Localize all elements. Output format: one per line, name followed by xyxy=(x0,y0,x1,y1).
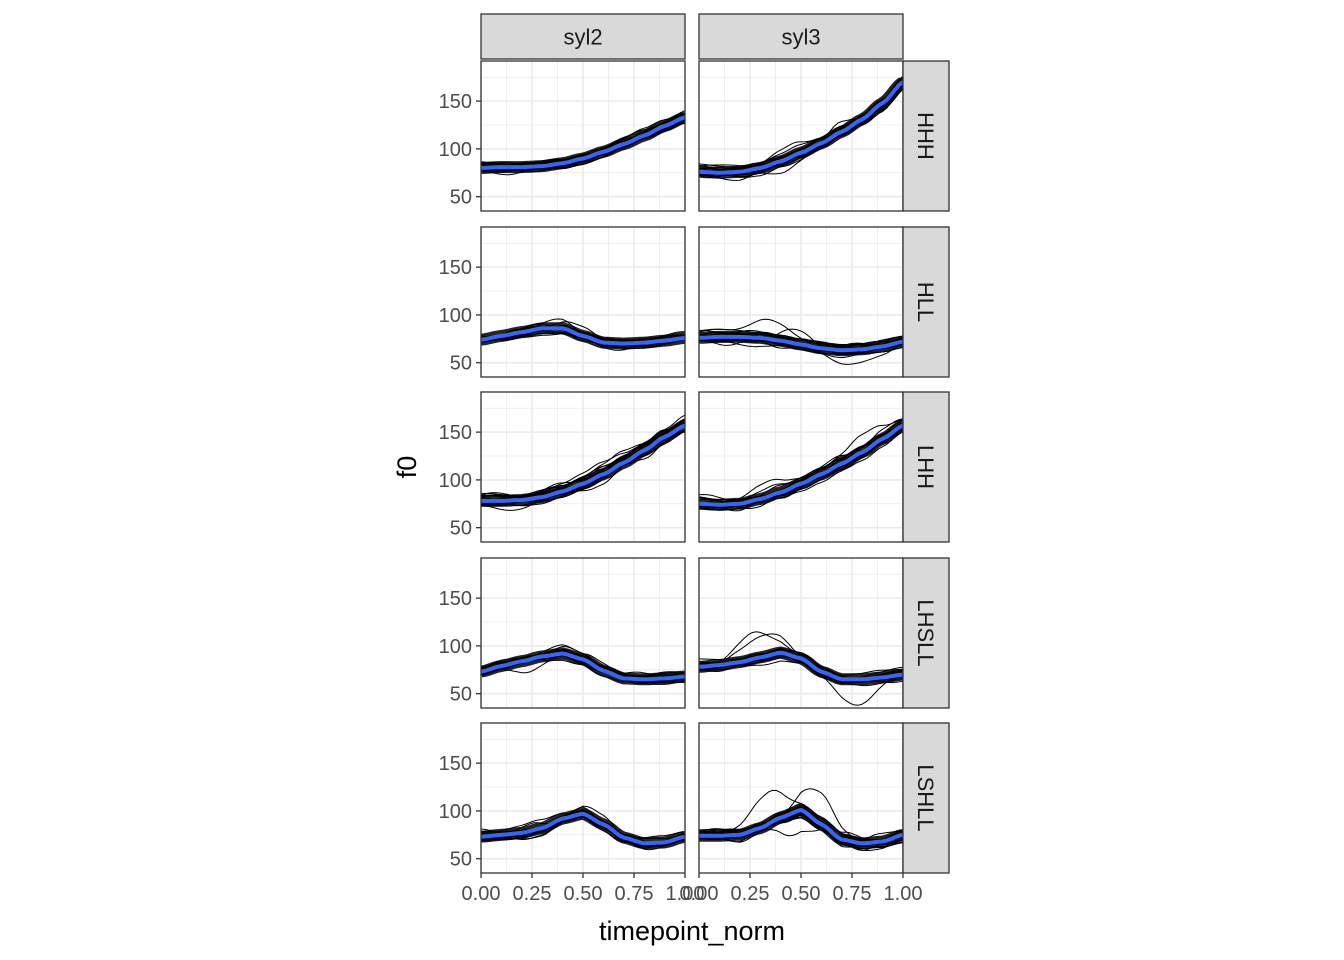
panel-syl3-LHSLL xyxy=(698,557,904,709)
y-tick-label: 100 xyxy=(439,636,472,658)
x-tick-label: 0.25 xyxy=(731,883,770,905)
smooth-line xyxy=(699,80,903,175)
x-tick-label: 0.00 xyxy=(462,883,501,905)
x-tick-label: 0.75 xyxy=(833,883,872,905)
y-tick-label: 150 xyxy=(439,91,472,113)
smooth-line xyxy=(699,334,903,353)
axes-layer: 50 100 150 50 100 150 50 100 150 50 100 150 50 100 150… xyxy=(439,91,923,905)
panel-border xyxy=(480,391,686,543)
smooth-line xyxy=(699,423,903,507)
y-tick-label: 50 xyxy=(450,684,472,706)
smooth-line xyxy=(481,423,685,503)
x-tick-label: 0.25 xyxy=(513,883,552,905)
x-tick-label: 0.50 xyxy=(564,883,603,905)
y-tick-label: 150 xyxy=(439,257,472,279)
panel-syl3-HLL xyxy=(698,226,904,378)
y-axis-title: f0 xyxy=(392,456,422,479)
smooth-line xyxy=(481,811,685,846)
raw-trajectories xyxy=(699,418,903,512)
strip-label: HLL xyxy=(913,282,938,322)
raw-trajectories xyxy=(699,788,903,852)
strip-row-LHSLL: LHSLL xyxy=(902,557,950,709)
strip-background xyxy=(480,13,686,60)
y-tick-label: 50 xyxy=(450,518,472,540)
panel-syl3-LHH xyxy=(698,391,904,543)
strip-background xyxy=(902,60,950,212)
strip-background xyxy=(902,722,950,874)
strip-label: LHSLL xyxy=(913,599,938,666)
strip-label: syl3 xyxy=(781,25,820,50)
panel-syl3-HHH xyxy=(698,60,904,212)
y-tick-label: 100 xyxy=(439,139,472,161)
y-tick-label: 150 xyxy=(439,588,472,610)
strip-col-syl3: syl3 xyxy=(698,13,904,60)
y-tick-label: 50 xyxy=(450,353,472,375)
smooth-line xyxy=(481,115,685,170)
strip-row-HLL: HLL xyxy=(902,226,950,378)
strip-row-LHH: LHH xyxy=(902,391,950,543)
x-tick-label: 0.50 xyxy=(782,883,821,905)
raw-trajectories xyxy=(481,805,685,851)
strip-label: LHH xyxy=(913,445,938,489)
strip-col-syl2: syl2 xyxy=(480,13,686,60)
strip-background xyxy=(902,391,950,543)
panels-layer xyxy=(480,60,904,874)
strip-label: HHH xyxy=(913,112,938,160)
x-tick-label: 1.00 xyxy=(884,883,923,905)
x-tick-label: 0.00 xyxy=(680,883,719,905)
trajectory-line xyxy=(699,817,903,852)
y-tick-label: 50 xyxy=(450,187,472,209)
x-tick-label: 0.75 xyxy=(615,883,654,905)
smooth-line xyxy=(699,807,903,846)
panel-syl2-HHH xyxy=(480,60,686,212)
raw-trajectories xyxy=(481,318,685,351)
raw-trajectories xyxy=(481,110,685,176)
raw-trajectories xyxy=(699,75,903,181)
y-tick-label: 100 xyxy=(439,305,472,327)
panel-syl2-HLL xyxy=(480,226,686,378)
raw-trajectories xyxy=(699,318,903,365)
strip-label: LSHLL xyxy=(913,764,938,831)
y-tick-label: 50 xyxy=(450,849,472,871)
panel-border xyxy=(480,557,686,709)
y-tick-label: 150 xyxy=(439,422,472,444)
strip-background xyxy=(902,557,950,709)
raw-trajectories xyxy=(481,644,685,686)
y-tick-label: 100 xyxy=(439,470,472,492)
y-tick-label: 150 xyxy=(439,753,472,775)
x-axis-title: timepoint_norm xyxy=(599,916,785,946)
panel-border xyxy=(480,60,686,212)
strip-row-HHH: HHH xyxy=(902,60,950,212)
strips-layer: syl2 syl3 HHH HLL LHH LHSLL LSHLL xyxy=(480,13,950,874)
strip-background xyxy=(902,226,950,378)
smooth-line xyxy=(481,651,685,682)
panel-syl3-LSHLL xyxy=(698,722,904,874)
smooth-line xyxy=(481,326,685,346)
strip-row-LSHLL: LSHLL xyxy=(902,722,950,874)
smooth-line xyxy=(699,650,903,682)
y-tick-label: 100 xyxy=(439,801,472,823)
strip-background xyxy=(698,13,904,60)
raw-trajectories xyxy=(481,414,685,511)
x-tick-label: 1.00 xyxy=(666,883,705,905)
strip-label: syl2 xyxy=(563,25,602,50)
panel-syl2-LSHLL xyxy=(480,722,686,874)
panel-border xyxy=(480,226,686,378)
panel-syl2-LHH xyxy=(480,391,686,543)
raw-trajectories xyxy=(699,631,903,706)
panel-syl2-LHSLL xyxy=(480,557,686,709)
